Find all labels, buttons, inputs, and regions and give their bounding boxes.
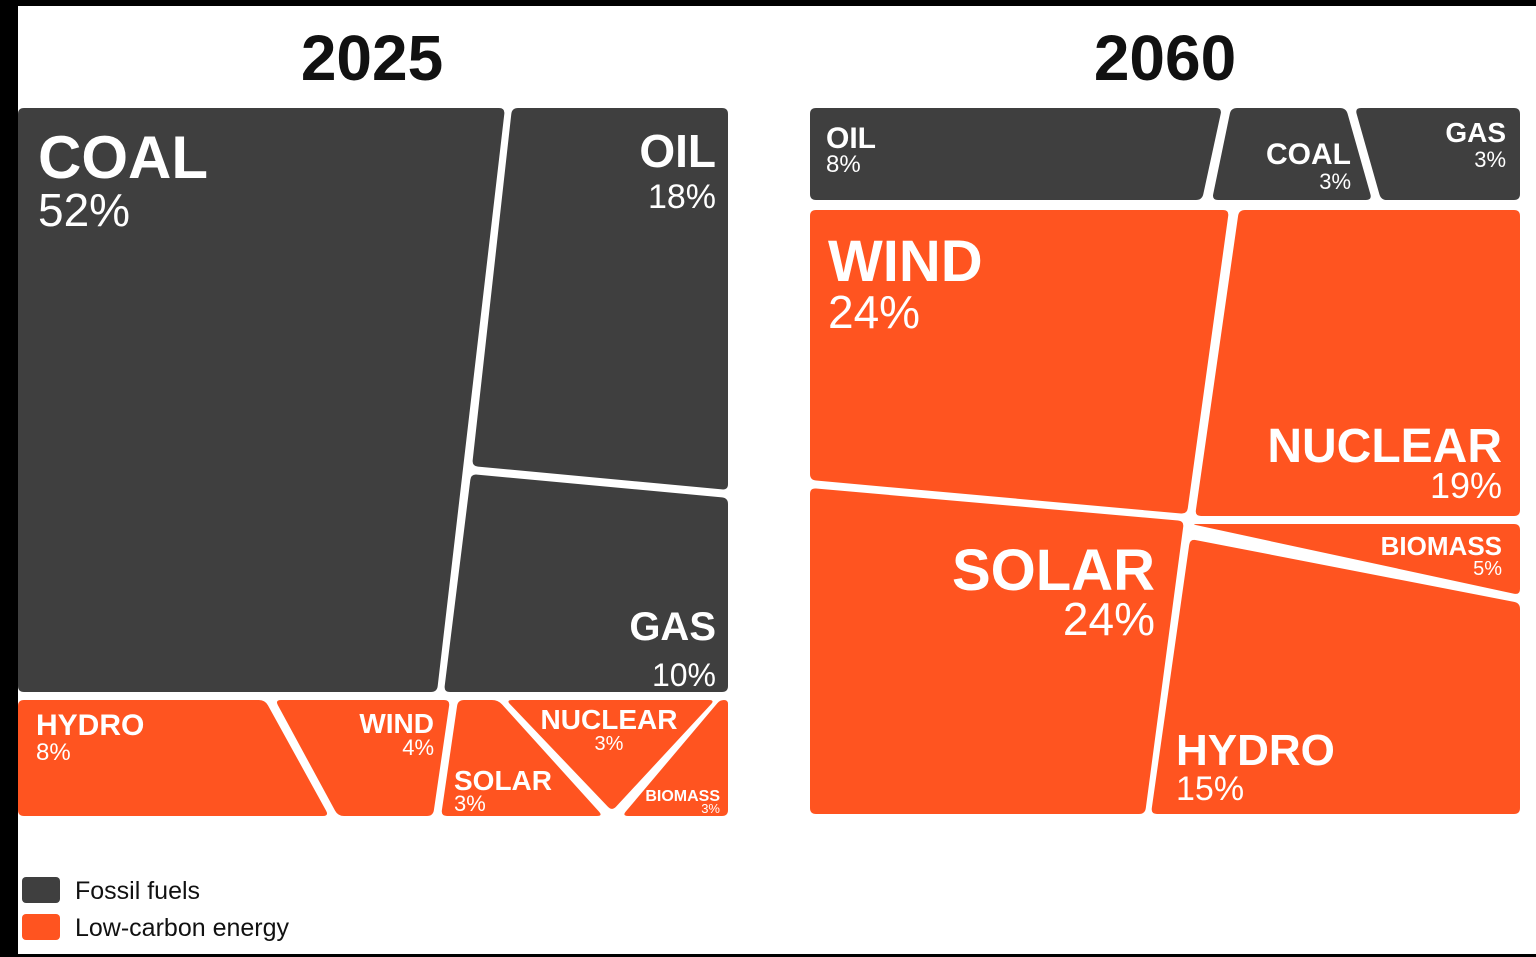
tile-label-2060-wind: WIND	[828, 229, 983, 294]
tile-label-2060-coal: COAL	[1266, 138, 1351, 171]
tile-2025-wind	[276, 700, 450, 816]
tile-2060-solar	[810, 488, 1184, 814]
tile-label-2060-nuclear: NUCLEAR	[1267, 420, 1502, 473]
treemap-tiles	[18, 108, 1520, 816]
tile-label-2025-wind: WIND	[359, 708, 434, 739]
tile-label-2025-coal: COAL	[38, 124, 208, 191]
tile-label-2025-solar: SOLAR	[454, 765, 552, 796]
tile-value-2060-nuclear: 19%	[1430, 465, 1502, 506]
tile-value-2060-biomass: 5%	[1473, 558, 1502, 580]
tile-value-2060-gas: 3%	[1474, 147, 1506, 172]
tile-value-2060-wind: 24%	[828, 286, 920, 338]
tile-2025-solar	[441, 700, 601, 816]
tile-value-2060-coal: 3%	[1319, 169, 1351, 194]
tile-label-2060-oil: OIL	[826, 122, 876, 155]
tile-value-2060-hydro: 15%	[1176, 770, 1244, 808]
tile-label-2025-hydro: HYDRO	[36, 709, 144, 742]
tile-2025-gas	[444, 474, 728, 692]
legend-label-low-carbon-energy: Low-carbon energy	[75, 914, 290, 942]
tile-label-2060-solar: SOLAR	[952, 538, 1155, 603]
tile-2060-wind	[810, 210, 1229, 514]
tile-value-2060-oil: 8%	[826, 151, 861, 178]
tile-label-2025-oil: OIL	[639, 125, 716, 177]
tile-value-2025-coal: 52%	[38, 184, 130, 236]
legend-label-fossil-fuels: Fossil fuels	[75, 877, 200, 905]
tile-label-2025-nuclear: NUCLEAR	[541, 704, 678, 735]
tile-2025-biomass	[624, 700, 728, 816]
legend: Fossil fuels Low-carbon energy	[22, 877, 290, 942]
tile-label-2025-biomass: BIOMASS	[645, 788, 720, 805]
chart-title-2060: 2060	[1094, 22, 1236, 94]
tile-2060-hydro	[1151, 539, 1520, 814]
tile-label-2060-hydro: HYDRO	[1176, 726, 1335, 775]
legend-swatch-low-carbon-energy	[22, 914, 60, 940]
tile-value-2025-nuclear: 3%	[595, 733, 624, 755]
tile-2060-oil	[810, 108, 1221, 200]
tile-2025-coal	[18, 108, 505, 692]
tile-value-2025-biomass: 3%	[701, 801, 720, 816]
tile-value-2025-gas: 10%	[652, 657, 716, 693]
tile-value-2025-hydro: 8%	[36, 739, 71, 766]
tile-2060-gas	[1356, 108, 1520, 200]
legend-swatch-fossil-fuels	[22, 877, 60, 903]
tile-label-2060-biomass: BIOMASS	[1381, 531, 1502, 561]
tile-value-2025-wind: 4%	[402, 735, 434, 760]
tile-2060-coal	[1213, 108, 1371, 200]
tile-2060-biomass	[1193, 524, 1520, 594]
chart-title-2025: 2025	[301, 22, 443, 94]
tile-label-2060-gas: GAS	[1445, 117, 1506, 148]
tile-value-2025-solar: 3%	[454, 791, 486, 816]
treemap-labels: COAL52%OIL18%GAS10%HYDRO8%WIND4%SOLAR3%N…	[36, 117, 1506, 816]
tile-2060-nuclear	[1195, 210, 1520, 516]
tile-label-2025-gas: GAS	[629, 605, 716, 649]
tile-value-2060-solar: 24%	[1063, 593, 1155, 645]
tile-2025-hydro	[18, 700, 328, 816]
tile-2025-nuclear	[508, 700, 713, 809]
tile-value-2025-oil: 18%	[648, 178, 716, 216]
tile-2025-oil	[472, 108, 728, 490]
